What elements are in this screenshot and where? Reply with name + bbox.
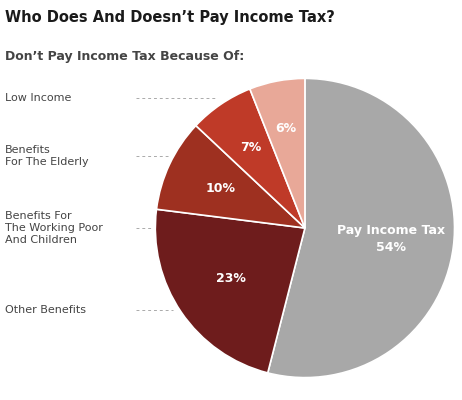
Text: Benefits For
The Working Poor
And Children: Benefits For The Working Poor And Childr… [5, 211, 103, 244]
Text: 7%: 7% [240, 141, 261, 154]
Text: Pay Income Tax
54%: Pay Income Tax 54% [337, 224, 445, 254]
Text: Low Income: Low Income [5, 93, 71, 103]
Wedge shape [250, 78, 305, 228]
Text: 23%: 23% [216, 272, 246, 285]
Text: 6%: 6% [275, 122, 297, 134]
Wedge shape [157, 126, 305, 228]
Text: Who Does And Doesn’t Pay Income Tax?: Who Does And Doesn’t Pay Income Tax? [5, 10, 334, 25]
Text: Don’t Pay Income Tax Because Of:: Don’t Pay Income Tax Because Of: [5, 50, 244, 63]
Text: 10%: 10% [206, 182, 236, 195]
Wedge shape [155, 209, 305, 373]
Text: Other Benefits: Other Benefits [5, 305, 85, 315]
Wedge shape [196, 89, 305, 228]
Wedge shape [267, 78, 455, 378]
Text: Benefits
For The Elderly: Benefits For The Elderly [5, 145, 88, 167]
